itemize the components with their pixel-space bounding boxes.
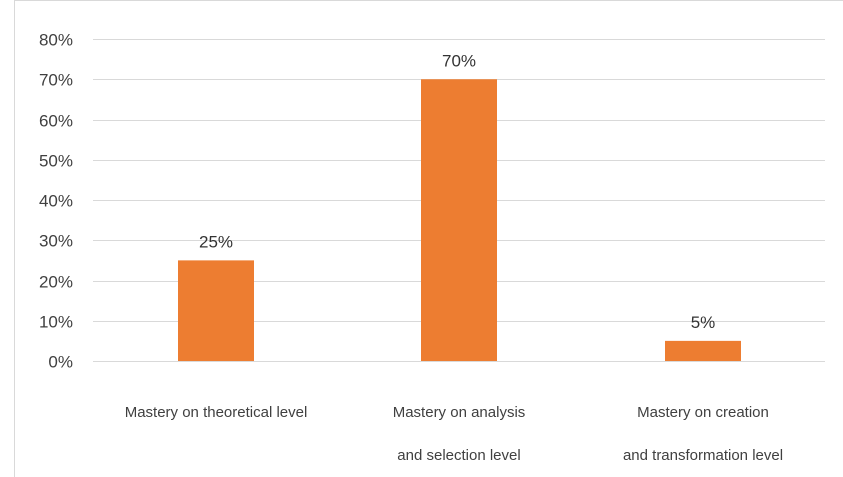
data-labels: 25% 70% 5% bbox=[199, 51, 715, 332]
y-tick-label: 0% bbox=[48, 353, 73, 372]
bars bbox=[178, 79, 741, 361]
y-tick-label: 20% bbox=[39, 273, 73, 292]
y-tick-label: 50% bbox=[39, 152, 73, 171]
y-tick-label: 60% bbox=[39, 112, 73, 131]
y-tick-label: 80% bbox=[39, 31, 73, 50]
x-category-label: Mastery on creation bbox=[637, 404, 769, 421]
x-category-label: and selection level bbox=[397, 447, 520, 464]
x-category-label: Mastery on analysis bbox=[393, 404, 526, 421]
y-axis-tick-labels: 0% 10% 20% 30% 40% 50% 60% 70% 80% bbox=[39, 31, 73, 372]
y-tick-label: 10% bbox=[39, 313, 73, 332]
bar bbox=[665, 340, 741, 361]
bar bbox=[421, 79, 497, 361]
y-tick-label: 30% bbox=[39, 232, 73, 251]
x-category-label: and transformation level bbox=[623, 447, 783, 464]
bar bbox=[178, 260, 254, 361]
data-label: 25% bbox=[199, 232, 233, 251]
x-axis-category-labels: Mastery on theoretical level Mastery on a… bbox=[125, 404, 783, 464]
y-tick-label: 40% bbox=[39, 192, 73, 211]
data-label: 5% bbox=[691, 313, 716, 332]
y-tick-label: 70% bbox=[39, 71, 73, 90]
data-label: 70% bbox=[442, 51, 476, 70]
x-category-label: Mastery on theoretical level bbox=[125, 404, 308, 421]
